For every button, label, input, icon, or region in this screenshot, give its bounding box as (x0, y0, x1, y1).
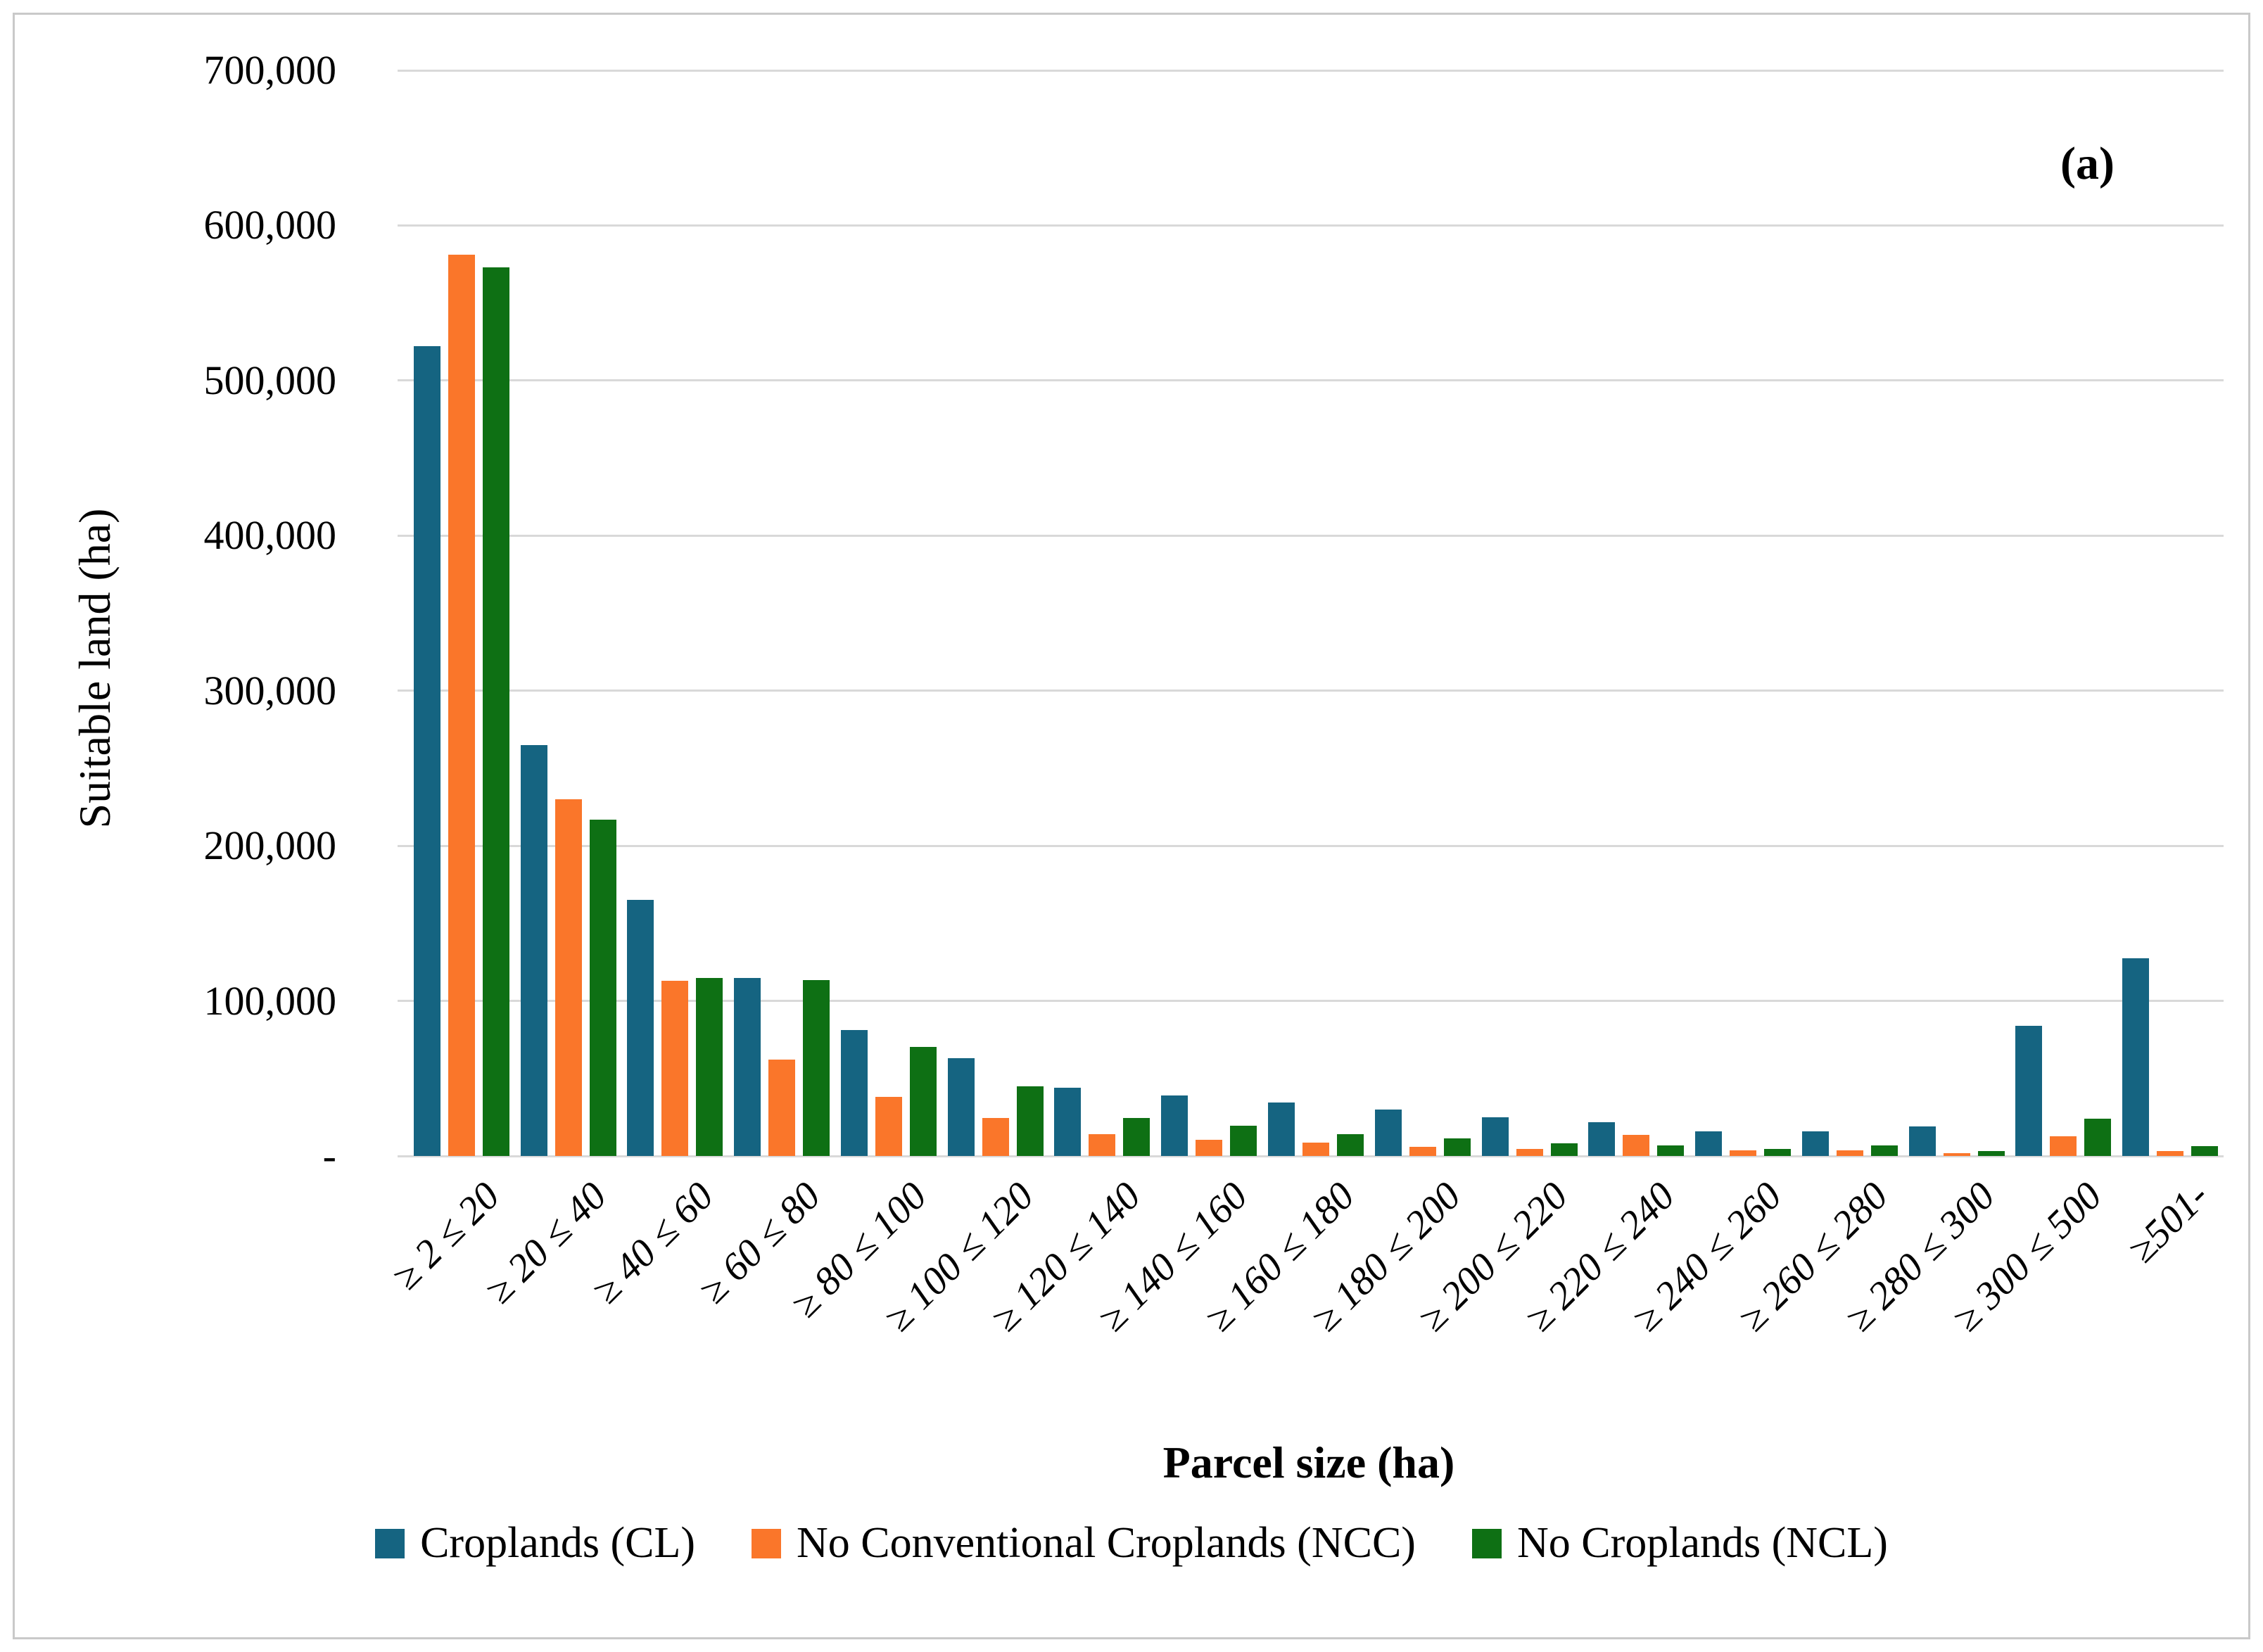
bar (1196, 1140, 1222, 1156)
bar (627, 900, 654, 1156)
bar (875, 1097, 902, 1156)
bar (1302, 1143, 1329, 1156)
bar (948, 1058, 975, 1156)
bar (555, 799, 582, 1156)
legend-swatch (375, 1528, 405, 1558)
bar (414, 346, 440, 1156)
gridline (398, 844, 2224, 847)
bar (1837, 1150, 1863, 1156)
x-axis-line (398, 1155, 2224, 1157)
x-tick-label: ≥501- (2119, 1174, 2217, 1271)
bar (1944, 1153, 1970, 1156)
bar (521, 745, 547, 1156)
gridline (398, 69, 2224, 72)
bar (1017, 1086, 1044, 1156)
bar (1054, 1088, 1081, 1156)
y-tick-label: 200,000 (203, 822, 337, 869)
legend-label: Croplands (CL) (420, 1519, 695, 1567)
bar (1551, 1143, 1578, 1156)
legend-label: No Croplands (NCL) (1516, 1519, 1888, 1567)
bar (2122, 958, 2149, 1156)
bar (1444, 1138, 1471, 1156)
gridline (398, 534, 2224, 537)
gridline (398, 379, 2224, 382)
legend-item: Croplands (CL) (375, 1518, 695, 1568)
bar (734, 978, 761, 1156)
bar (2050, 1136, 2077, 1156)
bar (2157, 1151, 2183, 1156)
x-axis-title: Parcel size (ha) (1162, 1437, 1455, 1487)
bar (661, 981, 688, 1156)
bar (1657, 1145, 1684, 1156)
bar (1623, 1135, 1649, 1156)
bar (1089, 1134, 1115, 1156)
bar (1409, 1147, 1436, 1156)
y-axis-title: Suitable land (ha) (70, 508, 120, 829)
bar (483, 267, 509, 1156)
y-tick-label: 500,000 (203, 357, 337, 403)
bar (803, 980, 830, 1156)
legend-swatch (751, 1528, 781, 1558)
bar (2015, 1026, 2042, 1156)
bar (1802, 1131, 1829, 1156)
bar (841, 1030, 868, 1156)
bar (1764, 1149, 1791, 1156)
bar (1978, 1151, 2005, 1156)
bar (1337, 1134, 1364, 1156)
bar (1230, 1126, 1257, 1156)
bar (982, 1118, 1009, 1156)
y-tick-label: 400,000 (203, 512, 337, 559)
gridline (398, 1000, 2224, 1003)
bar (1588, 1122, 1615, 1156)
bar (1482, 1117, 1509, 1156)
bar (696, 978, 723, 1156)
y-tick-label: 100,000 (203, 977, 337, 1024)
bar (1375, 1110, 1402, 1156)
bar (1516, 1149, 1543, 1156)
bar (448, 255, 475, 1156)
bar (1871, 1145, 1898, 1156)
legend-item: No Croplands (NCL) (1471, 1518, 1888, 1568)
panel-label: (a) (2060, 138, 2115, 189)
y-tick-label: - (322, 1133, 336, 1178)
legend-swatch (1471, 1528, 1502, 1558)
bar (1730, 1150, 1756, 1156)
gridline (398, 690, 2224, 692)
gridline (398, 224, 2224, 227)
y-tick-label: 300,000 (203, 667, 337, 713)
bar (768, 1060, 795, 1156)
legend: Croplands (CL) No Conventional Croplands … (0, 1518, 2263, 1568)
bar (1909, 1126, 1936, 1156)
y-tick-label: 700,000 (203, 47, 337, 93)
bar (2191, 1146, 2218, 1156)
bar (1695, 1131, 1722, 1156)
bar (910, 1047, 937, 1156)
bar (2084, 1119, 2111, 1156)
bar (1123, 1118, 1150, 1156)
figure-border (13, 13, 2250, 1639)
legend-label: No Conventional Croplands (NCC) (796, 1519, 1416, 1567)
bar (1268, 1103, 1295, 1156)
bar (1161, 1095, 1188, 1156)
y-tick-label: 600,000 (203, 202, 337, 248)
bar (590, 820, 616, 1156)
legend-item: No Conventional Croplands (NCC) (751, 1518, 1416, 1568)
